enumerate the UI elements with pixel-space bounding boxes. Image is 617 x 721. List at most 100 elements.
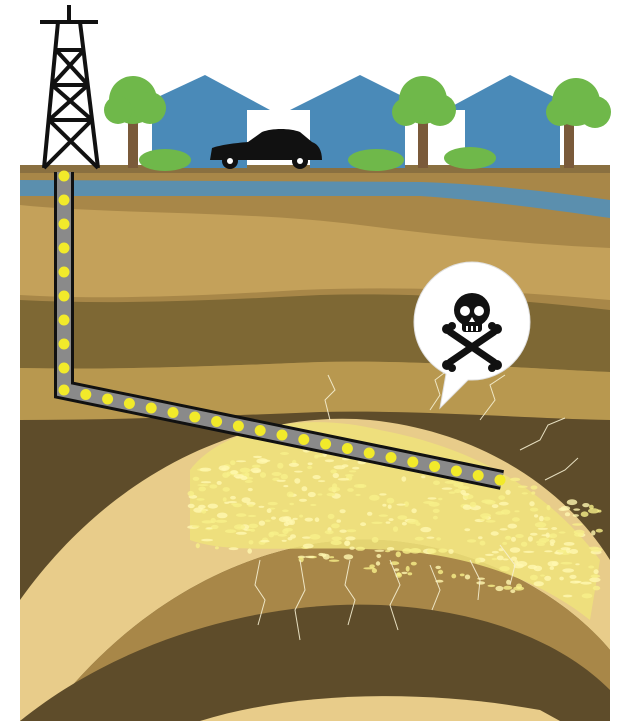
pipe-bead [232,420,244,432]
fracture-speck [460,489,467,495]
fracture-speck [264,519,271,522]
fracture-speck [451,573,457,579]
fracture-speck [481,499,494,504]
fracture-speck [566,548,571,554]
fracture-speck [516,561,528,567]
fracture-speck [337,478,350,481]
fracture-speck [309,534,321,540]
pipe-bead [472,470,484,481]
fracture-speck [448,549,454,554]
fracture-speck [230,470,239,475]
fracture-speck [582,503,590,508]
fracture-speck [247,548,252,554]
pipe-bead [58,170,70,182]
fracture-speck [546,504,551,511]
fracture-speck [328,559,340,562]
fracture-speck [541,534,549,537]
trees [104,76,611,168]
fracture-speck [506,579,511,585]
fracture-speck [409,548,422,554]
fracture-speck [510,589,516,594]
shale-dome-deep [20,604,610,721]
fracture-speck [402,548,412,554]
fracture-speck [299,498,307,502]
fracture-speck [558,507,567,511]
fracture-speck [476,581,486,585]
fracture-speck [271,472,282,476]
fracture-speck [329,556,335,559]
fracture-speck [371,536,379,543]
fracture-speck [222,497,227,502]
fracture-speck [485,520,496,523]
fracture-speck [569,549,579,554]
fracture-speck [302,536,312,539]
fracture-speck [539,515,544,522]
fracture-speck [580,511,589,517]
fracture-speck [574,532,584,537]
pipe-bead [145,402,157,414]
fracture-speck [294,478,301,484]
fracture-speck [235,531,247,535]
fracture-speck [218,465,230,471]
tree-icon [392,76,456,168]
pipe-bead [320,438,332,450]
fracture-speck [536,543,546,546]
pipe-bead [80,389,92,400]
aquifer [20,180,610,218]
fracture-speck [339,529,347,533]
fracture-speck [502,541,508,545]
fracture-speck [277,533,288,537]
fracture-speck [187,490,195,497]
fracture-speck [357,484,367,488]
fracture-speck [523,550,535,554]
fracture-speck [386,547,395,551]
fracture-speck [491,557,498,561]
fracture-speck [216,512,228,519]
fracture-speck [304,517,313,522]
fracture-speck [302,543,314,549]
fracture-speck [590,574,601,578]
fracture-speck [248,540,254,545]
fracture-speck [517,485,528,488]
fracture-speck [282,509,289,513]
fracture-speck [557,549,568,553]
skull-and-crossbones-icon [442,293,502,372]
fracture-speck [258,505,265,508]
fracture-speck [559,576,564,581]
fracture-speck [562,568,575,573]
fracture-speck [292,517,298,521]
fracture-speck [227,501,238,504]
fracture-speck [543,516,551,521]
fracture-speck [503,585,513,590]
fracture-speck [591,530,596,536]
fracture-speck [595,528,603,533]
pipe-bead [254,425,266,436]
fracture-speck [355,546,366,551]
fracture-speck [437,569,444,575]
fracture-speck [563,542,575,546]
fracture-speck [569,580,581,584]
pipe-bead [58,362,70,374]
fracture-speck [401,571,408,575]
pipe-bead [450,465,462,477]
fracture-speck [453,482,464,488]
fracture-speck [247,528,253,532]
fracture-speck [298,556,304,563]
fracture-speck [247,504,254,507]
pipe-bead [58,314,70,326]
fracture-speck [330,540,342,546]
fracture-speck [385,521,391,524]
fracture-speck [404,501,409,507]
fracture-speck [464,528,471,532]
fracture-speck [464,574,471,580]
pipe-bead [494,474,506,486]
fracture-speck [505,489,511,495]
fracture-speck [529,574,538,581]
fracture-speck [581,593,593,599]
fracture-speck [500,509,511,515]
fracture-speck [283,527,293,532]
fracture-speck [345,474,354,477]
fracture-speck [375,561,381,566]
fracture-speck [401,476,407,482]
fracture-speck [438,548,448,553]
